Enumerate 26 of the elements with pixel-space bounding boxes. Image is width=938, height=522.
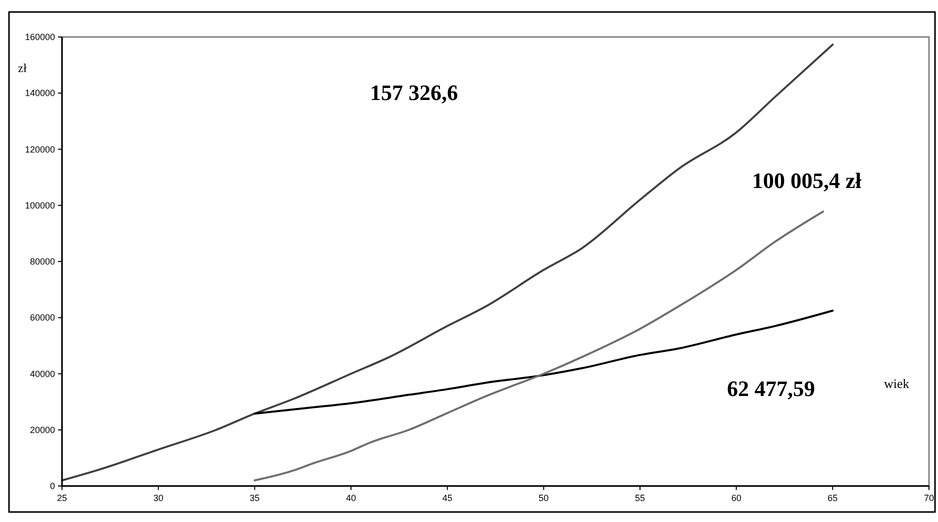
x-tick-label: 50 — [538, 493, 549, 503]
y-tick-label: 20000 — [30, 424, 55, 435]
annotation: 157 326,6 — [370, 80, 458, 105]
x-axis-title: wiek — [884, 376, 910, 391]
x-tick-label: 65 — [828, 493, 838, 503]
y-tick-label: 60000 — [30, 312, 55, 323]
line-series — [254, 210, 824, 482]
y-tick-label: 100000 — [24, 200, 55, 210]
x-tick-label: 70 — [924, 493, 934, 503]
y-tick-label: 120000 — [24, 144, 55, 154]
y-axis-title: zł — [18, 61, 28, 75]
x-tick-label: 30 — [153, 493, 164, 503]
y-tick-label: 160000 — [24, 32, 55, 42]
y-tick-label: 80000 — [30, 256, 55, 266]
x-tick-label: 55 — [634, 493, 646, 503]
y-tick-label: 140000 — [24, 88, 55, 98]
x-tick-label: 25 — [56, 493, 68, 503]
x-tick-label: 45 — [442, 493, 452, 503]
x-tick-label: 35 — [250, 493, 260, 503]
line-series — [254, 310, 834, 415]
x-tick-label: 40 — [346, 493, 356, 503]
annotation: 62 477,59 — [727, 376, 815, 401]
annotation: 100 005,4 zł — [752, 168, 862, 193]
y-tick-label: 40000 — [30, 368, 55, 379]
y-tick-label: 0 — [50, 481, 55, 491]
x-tick-label: 60 — [731, 493, 742, 503]
